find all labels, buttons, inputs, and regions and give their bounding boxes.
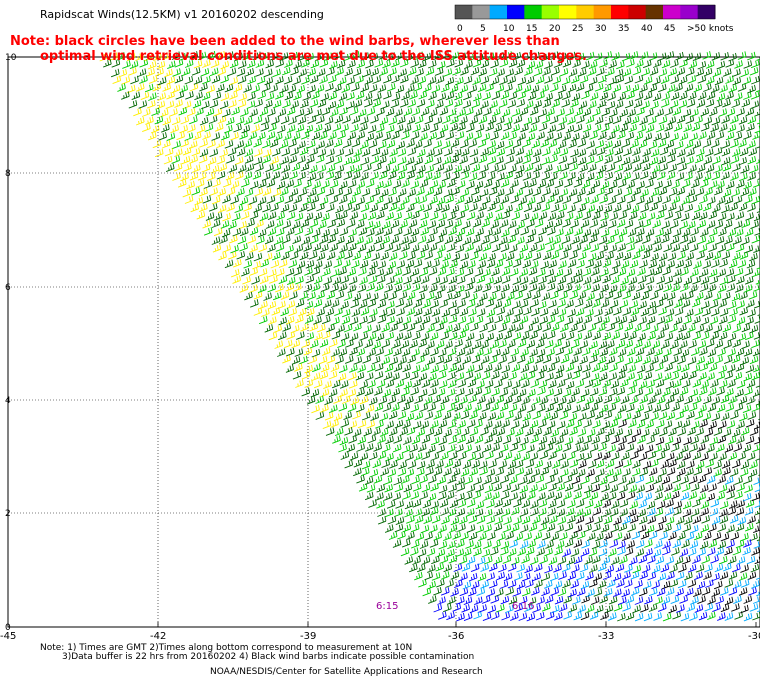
time-labels: 6:15 6:16: [376, 601, 534, 612]
no-data-area: [9, 58, 440, 626]
y-tick-label: 4: [5, 396, 11, 406]
y-tick-label: 6: [5, 283, 11, 293]
y-tick-label: 2: [5, 509, 11, 519]
y-tick-label: 8: [5, 169, 11, 179]
x-axis-ticks: -45 -42 -39 -36 -33 -30: [0, 622, 760, 642]
note-line-2: optimal wind retrieval conditions are me…: [40, 49, 587, 64]
wind-barbs: [9, 50, 760, 626]
x-tick-label: -33: [598, 631, 614, 642]
footer-note-2: 3)Data buffer is 22 hrs from 20160202 4)…: [62, 652, 475, 662]
time-label: 6:16: [512, 601, 534, 612]
wind-barb-group: [461, 474, 760, 622]
y-tick-label: 0: [5, 623, 11, 633]
x-tick-label: -39: [300, 631, 316, 642]
x-tick-label: -36: [448, 631, 464, 642]
footer-note-1: Note: 1) Times are GMT 2)Times along bot…: [40, 643, 413, 653]
wind-barb-group: [116, 50, 760, 622]
time-label: 6:15: [376, 601, 398, 612]
wind-barb-group: [433, 539, 757, 622]
x-tick-label: -45: [0, 631, 16, 642]
wind-barb-group: [571, 419, 760, 621]
y-axis-ticks: 0 2 4 6 8 10: [5, 53, 17, 633]
map-title: Rapidscat Winds(12.5KM) v1 20160202 desc…: [40, 8, 324, 21]
x-tick-label: -30: [748, 631, 760, 642]
wind-barb-group: [99, 50, 375, 430]
x-tick-label: -42: [150, 631, 166, 642]
wind-barb-group: [103, 51, 760, 622]
note-line-1: Note: black circles have been added to t…: [10, 34, 560, 49]
y-tick-label: 10: [5, 53, 17, 63]
grid-lines: [8, 57, 760, 627]
footer-credit: NOAA/NESDIS/Center for Satellite Applica…: [210, 667, 483, 677]
